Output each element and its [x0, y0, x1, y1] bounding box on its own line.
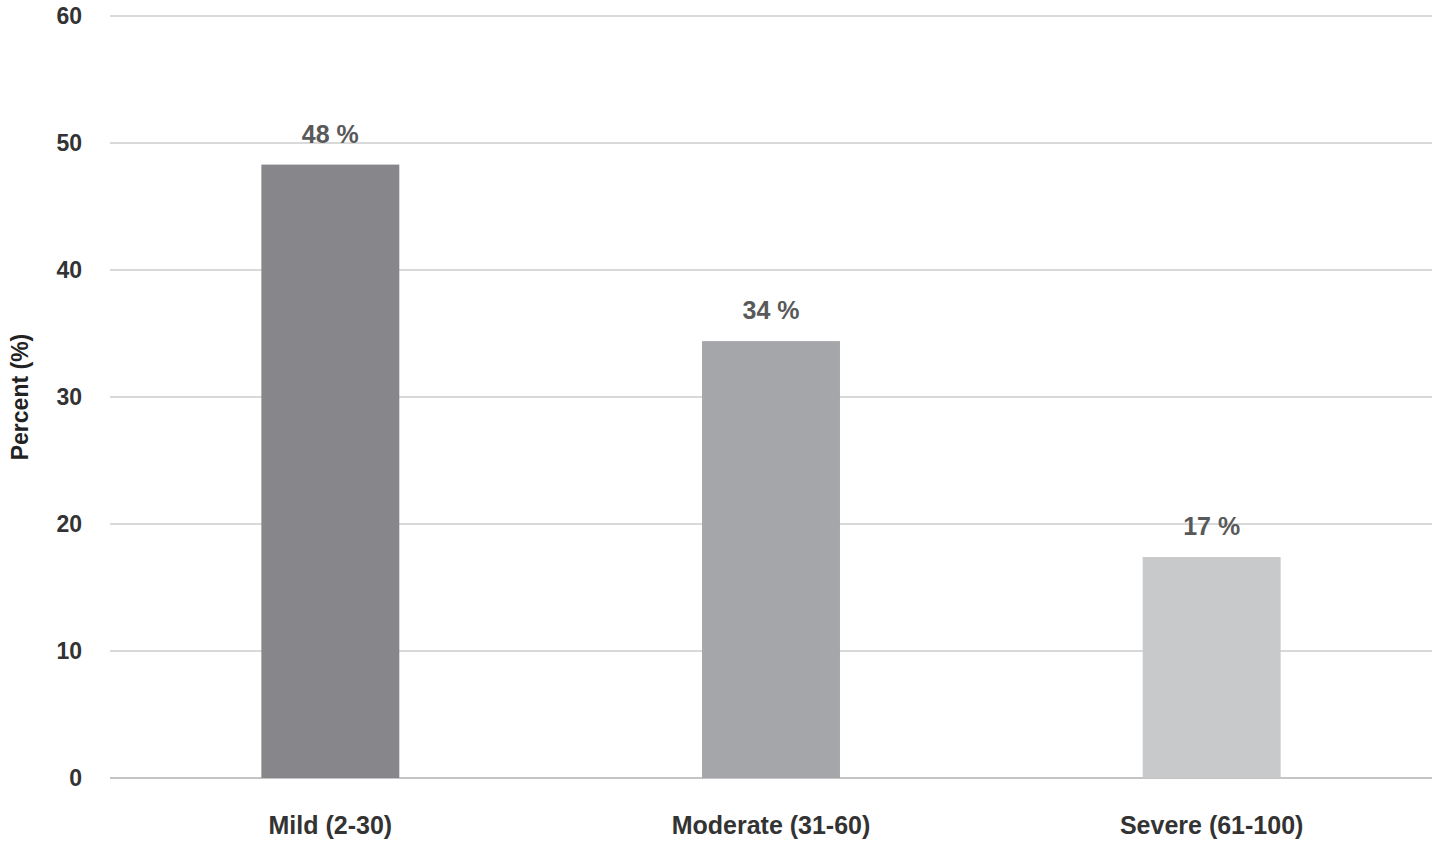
- grid-line: [110, 15, 1432, 17]
- grid: [110, 16, 1432, 778]
- data-label: 48 %: [302, 120, 359, 148]
- y-tick-label: 20: [56, 511, 82, 537]
- y-tick-label: 30: [56, 384, 82, 410]
- chart-container: 0 10 20 30 40 50 60 48 % 34 % 17 % Mild (2-30) Mode…: [0, 0, 1437, 847]
- y-axis-label: Percent (%): [7, 334, 33, 461]
- y-tick-label: 60: [56, 3, 82, 29]
- x-tick-label: Severe (61-100): [1120, 811, 1303, 839]
- y-tick-label: 50: [56, 130, 82, 156]
- y-tick-label: 10: [56, 638, 82, 664]
- data-label: 17 %: [1183, 512, 1240, 540]
- bar: [1143, 557, 1281, 778]
- x-tick-label: Mild (2-30): [269, 811, 393, 839]
- bars: [261, 165, 1280, 778]
- bar: [261, 165, 399, 778]
- chart: 0 10 20 30 40 50 60 48 % 34 % 17 % Mild (2-30) Mode…: [0, 0, 1437, 847]
- data-label: 34 %: [743, 296, 800, 324]
- x-tick-label: Moderate (31-60): [672, 811, 871, 839]
- bar: [702, 341, 840, 778]
- y-tick-label: 40: [56, 257, 82, 283]
- y-tick-label: 0: [69, 765, 82, 791]
